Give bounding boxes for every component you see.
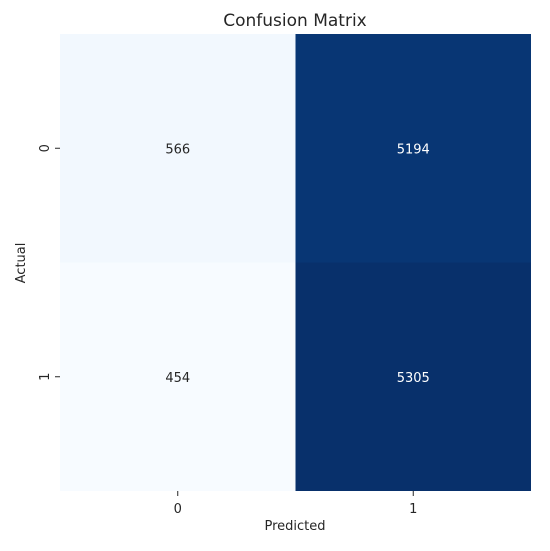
chart-title: Confusion Matrix [223, 11, 367, 31]
x-tick-label-1: 1 [409, 502, 417, 517]
y-tick-label-0: 0 [38, 144, 53, 152]
x-tick-label-0: 0 [174, 502, 182, 517]
heatmap-cell-r1-c0 [60, 262, 296, 491]
heatmap-cell-r1-c1 [295, 262, 531, 491]
cell-value-label-r1-c0: 454 [165, 371, 190, 386]
heatmap-cells [60, 34, 531, 491]
heatmap-annotations: 566 5194 454 5305 [165, 142, 429, 386]
y-axis-label: Actual [14, 243, 29, 284]
cell-value-label-r0-c0: 566 [165, 142, 190, 157]
x-axis-label: Predicted [264, 519, 325, 534]
cell-value-label-r1-c1: 5305 [397, 371, 430, 386]
heatmap-cell-r0-c0 [60, 34, 296, 263]
heatmap-cell-r0-c1 [295, 34, 531, 263]
cell-value-label-r0-c1: 5194 [397, 142, 430, 157]
y-axis: 01 [38, 144, 60, 381]
y-tick-label-1: 1 [38, 373, 53, 381]
